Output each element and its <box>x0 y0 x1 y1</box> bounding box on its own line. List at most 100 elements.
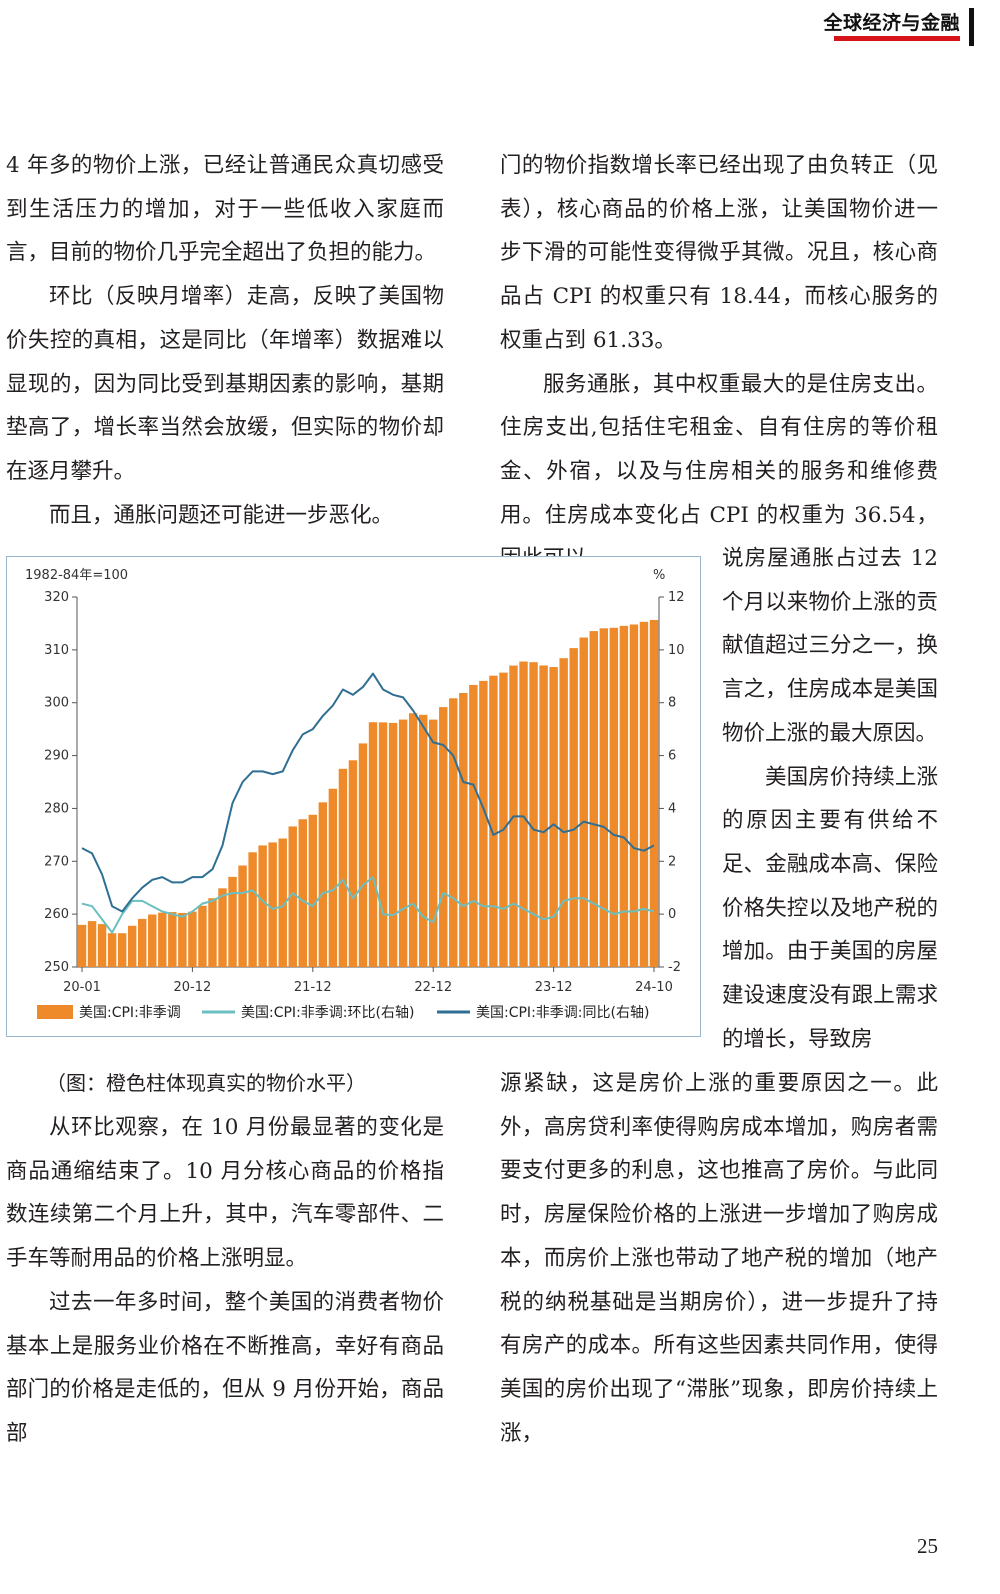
right-tick-label: 8 <box>668 696 676 711</box>
paragraph: 门的物价指数增长率已经出现了由负转正（见表），核心商品的价格上涨，让美国物价进一… <box>500 153 938 353</box>
cpi-bar <box>228 876 237 967</box>
cpi-chart-svg: 1982-84年=100 % 250 260 270 280 290 300 310 320 -2 0… <box>25 568 685 1021</box>
cpi-bar <box>459 692 468 967</box>
cpi-bar <box>278 838 287 967</box>
cpi-bar <box>288 826 297 967</box>
cpi-bar <box>539 665 548 967</box>
cpi-bar <box>348 760 358 967</box>
x-tick-label: 23-12 <box>535 980 573 995</box>
left-tick-label: 300 <box>44 696 69 711</box>
cpi-bar <box>479 680 488 967</box>
x-tick-label: 20-12 <box>174 980 212 995</box>
left-tick-label: 290 <box>44 749 69 764</box>
left-tick-label: 280 <box>44 801 69 816</box>
cpi-bar <box>238 865 247 967</box>
header-red-underline <box>834 36 960 41</box>
cpi-bar <box>97 924 107 967</box>
cpi-bar <box>569 648 578 967</box>
cpi-bar <box>519 661 528 967</box>
right-tick-label: -2 <box>668 960 681 975</box>
left-column-top: 4 年多的物价上涨，已经让普通民众真切感受到生活压力的增加，对于一些低收入家庭而… <box>6 144 444 537</box>
x-tick-label: 22-12 <box>414 980 452 995</box>
left-column-bottom: 从环比观察，在 10 月份最显著的变化是商品通缩结束了。10 月分核心商品的价格… <box>6 1106 444 1456</box>
cpi-bar <box>107 933 117 967</box>
cpi-bar <box>328 788 338 967</box>
cpi-bar <box>398 719 408 967</box>
cpi-bar <box>469 684 478 967</box>
paragraph: 美国房价持续上涨的原因主要有供给不足、金融成本高、保险价格失控以及地产税的增加。… <box>722 764 938 1052</box>
cpi-bar <box>358 743 368 967</box>
cpi-bar <box>619 625 629 967</box>
cpi-bar <box>188 911 197 967</box>
cpi-bar <box>368 722 378 967</box>
cpi-bar <box>439 707 448 967</box>
paragraph: 说房屋通胀占过去 12 个月以来物价上涨的贡献值超过三分之一，换言之，住房成本是… <box>722 546 938 746</box>
header-black-bar <box>969 8 974 46</box>
section-title: 全球经济与金融 <box>823 12 960 34</box>
cpi-bar <box>127 925 137 967</box>
cpi-bar <box>77 924 87 967</box>
mom-series-line <box>81 876 655 934</box>
cpi-bar <box>639 621 649 967</box>
legend-label-mom: 美国:CPI:非季调:环比(右轴) <box>241 1005 414 1021</box>
cpi-bar <box>378 722 388 967</box>
cpi-bar <box>418 714 428 967</box>
right-column-bottom: 源紧缺，这是房价上涨的重要原因之一。此外，高房贷利率使得购房成本增加，购房者需要… <box>500 1062 938 1455</box>
legend-swatch-bar <box>37 1005 73 1019</box>
cpi-bar <box>117 933 127 967</box>
left-axis-unit-label: 1982-84年=100 <box>25 568 128 583</box>
cpi-bar <box>87 921 97 967</box>
page-header: 全球经济与金融 <box>774 6 974 46</box>
cpi-bar <box>138 918 147 967</box>
cpi-bar <box>248 852 257 967</box>
cpi-bar <box>429 719 438 967</box>
cpi-bar <box>308 814 318 967</box>
left-tick-label: 310 <box>44 643 69 658</box>
cpi-bar <box>599 628 609 967</box>
cpi-bar <box>218 888 227 967</box>
cpi-bar <box>559 658 568 967</box>
cpi-bar <box>168 912 177 967</box>
right-column-wrap: 说房屋通胀占过去 12 个月以来物价上涨的贡献值超过三分之一，换言之，住房成本是… <box>722 537 938 1061</box>
right-tick-label: 4 <box>668 801 676 816</box>
right-tick-label: 2 <box>668 854 676 869</box>
cpi-bar <box>579 637 588 967</box>
left-tick-label: 260 <box>44 907 69 922</box>
left-tick-label: 250 <box>44 960 69 975</box>
x-tick-label: 24-10 <box>635 980 673 995</box>
cpi-bar <box>499 672 508 967</box>
x-tick-label: 21-12 <box>294 980 332 995</box>
paragraph: 从环比观察，在 10 月份最显著的变化是商品通缩结束了。10 月分核心商品的价格… <box>6 1115 444 1272</box>
right-tick-label: 6 <box>668 749 676 764</box>
paragraph: 过去一年多时间，整个美国的消费者物价基本上是服务业价格在不断推高，幸好有商品部门… <box>6 1289 444 1446</box>
cpi-bar <box>589 631 598 967</box>
cpi-bar <box>338 768 348 967</box>
cpi-bar <box>268 842 277 967</box>
cpi-bar <box>258 845 267 967</box>
figure-caption: （图：橙色柱体现真实的物价水平） <box>46 1071 366 1095</box>
cpi-bar <box>158 912 167 967</box>
legend-label-bar: 美国:CPI:非季调 <box>79 1005 181 1021</box>
cpi-bar <box>388 722 398 967</box>
left-tick-label: 320 <box>44 590 69 605</box>
cpi-bar <box>609 627 619 967</box>
cpi-bar <box>208 898 217 967</box>
cpi-bar <box>298 819 307 967</box>
cpi-bar <box>148 914 157 967</box>
cpi-bar <box>489 675 498 967</box>
yoy-series-line <box>81 672 655 913</box>
right-column-top: 门的物价指数增长率已经出现了由负转正（见表），核心商品的价格上涨，让美国物价进一… <box>500 144 938 581</box>
cpi-bar <box>198 905 207 967</box>
paragraph: 环比（反映月增率）走高，反映了美国物价失控的真相，这是同比（年增率）数据难以显现… <box>6 284 444 484</box>
page-number: 25 <box>917 1534 938 1558</box>
cpi-bar <box>178 912 187 967</box>
cpi-bar <box>629 624 639 967</box>
paragraph: 而且，通胀问题还可能进一步恶化。 <box>49 502 394 528</box>
cpi-bar <box>649 619 659 967</box>
right-tick-label: 0 <box>668 907 676 922</box>
left-tick-label: 270 <box>44 854 69 869</box>
cpi-bar <box>449 698 458 967</box>
cpi-bar <box>408 713 418 967</box>
x-tick-label: 20-01 <box>63 980 101 995</box>
right-tick-label: 10 <box>668 643 685 658</box>
